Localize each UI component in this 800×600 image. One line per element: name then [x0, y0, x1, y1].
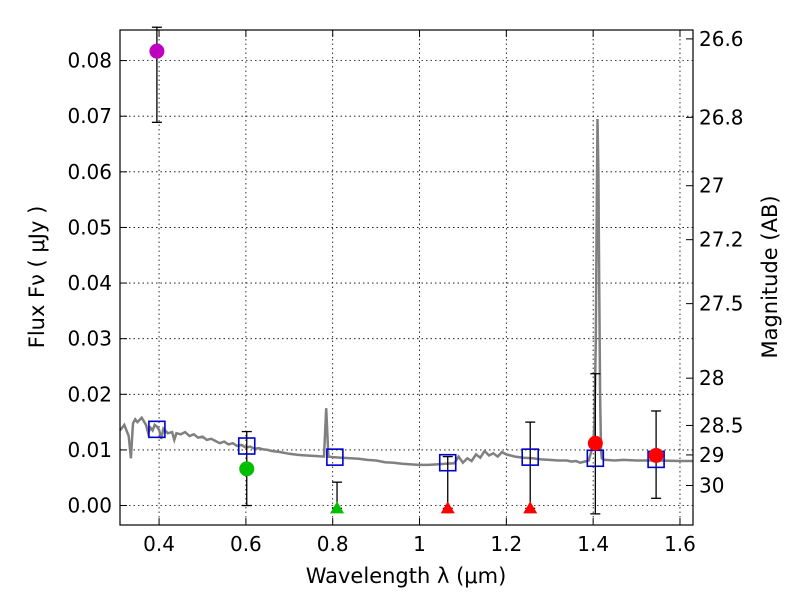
upper-limit-triangle-marker	[330, 501, 345, 514]
right-tick-label: 29	[699, 443, 724, 467]
sed-spectrum-line	[119, 118, 693, 467]
x-tick-label: 1.6	[664, 532, 696, 556]
x-tick-label: 1.2	[490, 532, 522, 556]
y-tick-label: 0.00	[67, 494, 112, 518]
right-tick-label: 30	[699, 474, 724, 498]
model-square-marker	[521, 448, 540, 466]
right-magnitude-axis: 26.6 26.8 27 27.2 27.5 28 28.5 29 30	[686, 27, 744, 498]
detection-circle-marker	[149, 43, 165, 59]
right-tick-label: 27.5	[699, 292, 744, 316]
y-tick-label: 0.07	[67, 104, 112, 128]
x-tick-label: 1.4	[577, 532, 609, 556]
x-tick-label: 0.8	[317, 532, 349, 556]
y-tick-label: 0.08	[67, 49, 112, 73]
upper-limit-triangle-marker	[440, 501, 455, 514]
right-tick-label: 26.6	[699, 27, 744, 51]
model-square-marker	[438, 453, 457, 472]
y-tick-label: 0.02	[67, 382, 112, 406]
model-square-marker	[237, 437, 256, 455]
upper-limit-triangle-marker	[523, 501, 538, 514]
right-tick-label: 27	[699, 174, 724, 198]
y-tick-label: 0.06	[67, 160, 112, 184]
right-tick-label: 28.5	[699, 413, 744, 437]
detection-circle-marker	[648, 447, 664, 463]
x-tick-label: 0.6	[230, 532, 262, 556]
right-tick-label: 28	[699, 366, 724, 390]
detection-circle-marker	[239, 461, 255, 477]
detection-circle-marker	[587, 435, 603, 451]
y-tick-label: 0.05	[67, 215, 112, 239]
x-tick-label: 1	[413, 532, 426, 556]
right-tick-label: 27.2	[699, 228, 744, 252]
y-axis-label: Flux Fν ( μJy )	[25, 206, 49, 349]
model-square-marker	[326, 448, 344, 466]
y-tick-label: 0.04	[67, 271, 112, 295]
y-tick-label: 0.03	[67, 327, 112, 351]
x-axis-label: Wavelength λ (μm)	[306, 564, 507, 588]
error-bars	[151, 26, 662, 515]
x-axis: 0.4 0.6 0.8 1 1.2 1.4 1.6	[143, 30, 696, 556]
model-square-marker	[148, 420, 166, 439]
y-axis: 0.00 0.01 0.02 0.03 0.04 0.05 0.06 0.07 0.08	[67, 49, 127, 518]
right-axis-label: Magnitude (AB)	[758, 195, 782, 358]
y-tick-label: 0.01	[67, 438, 112, 462]
x-tick-label: 0.4	[143, 532, 175, 556]
right-tick-label: 26.8	[699, 105, 744, 129]
grid-lines	[120, 30, 693, 525]
data-markers	[148, 43, 665, 514]
plot-frame	[119, 29, 694, 526]
